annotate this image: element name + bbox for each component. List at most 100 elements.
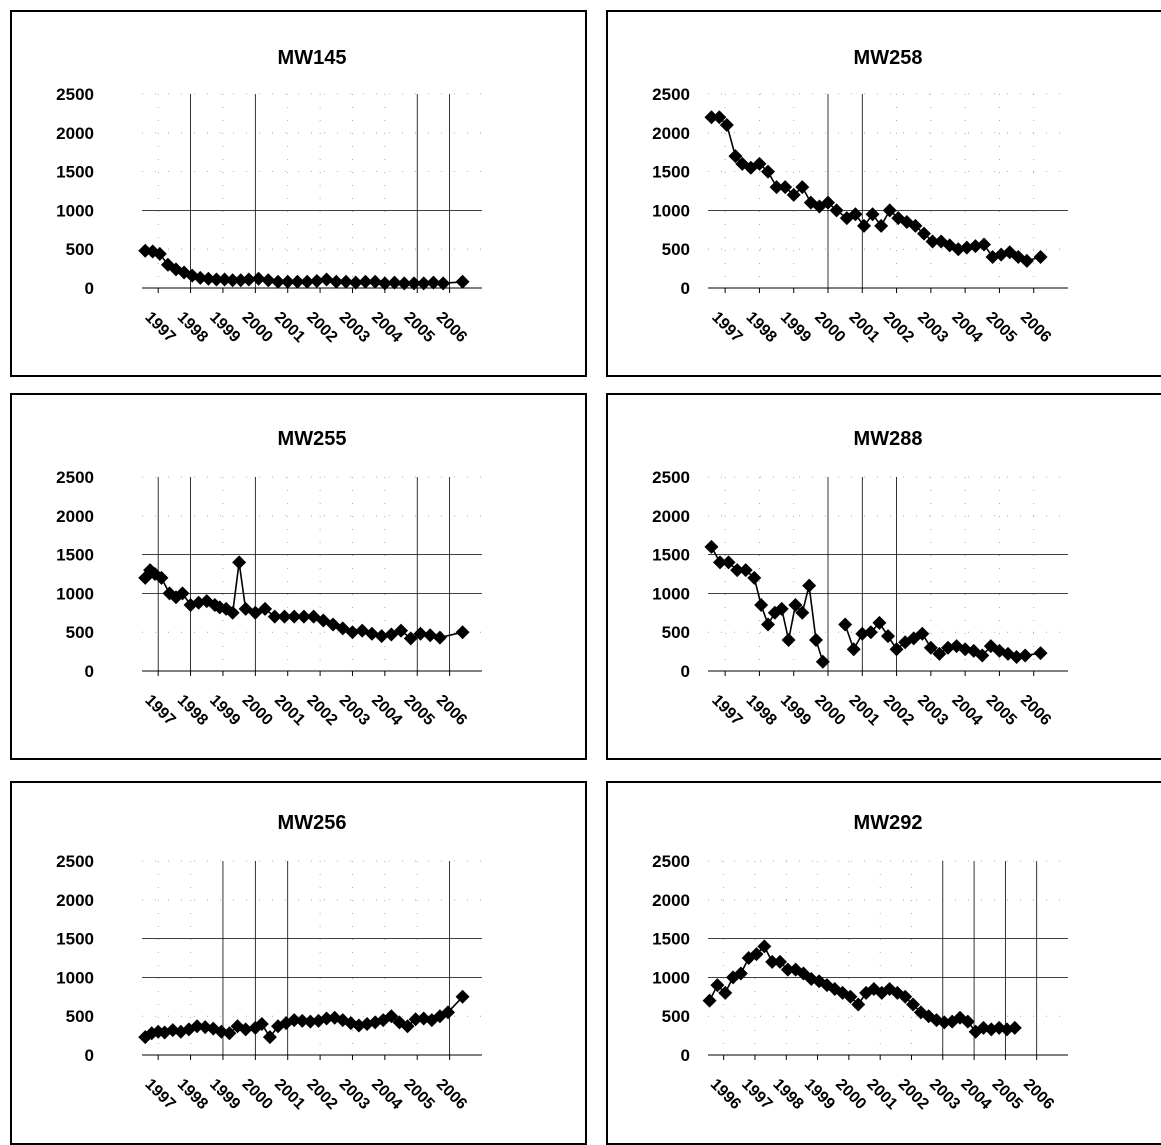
data-point: [374, 629, 389, 644]
data-point: [757, 939, 772, 954]
chart-panel-mw258: MW258 0 500 1000 1500 2000 2500 1997 1998 1999 200…: [606, 10, 1161, 377]
data-point: [839, 211, 854, 226]
data-point: [865, 207, 880, 222]
data-point: [397, 276, 412, 291]
data-point: [704, 110, 719, 125]
data-point: [368, 274, 383, 289]
data-point: [455, 625, 470, 640]
data-point: [769, 180, 784, 195]
data-point: [1007, 1020, 1022, 1035]
x-tick-label: 2000: [239, 692, 276, 729]
data-point: [863, 625, 878, 640]
data-point: [881, 629, 895, 644]
x-tick-label: 1998: [769, 1076, 806, 1113]
y-tick-label: 500: [66, 623, 94, 642]
x-tick-label: 2004: [368, 692, 405, 729]
data-point: [921, 1009, 936, 1024]
data-point: [773, 954, 787, 969]
chart-panel-mw255: MW255 0 500 1000 1500 2000 2500 1997 1998 1999 200…: [10, 393, 587, 760]
data-point: [866, 982, 881, 997]
x-tick-label: 2001: [271, 309, 308, 346]
data-point: [181, 1022, 196, 1037]
y-tick-label: 0: [681, 279, 690, 298]
data-point: [232, 555, 247, 570]
y-tick-label: 2000: [56, 507, 94, 526]
data-point: [287, 1013, 302, 1028]
x-tick-label: 2006: [1020, 1076, 1057, 1113]
x-tick-label: 2005: [983, 309, 1020, 346]
data-point: [416, 276, 431, 291]
y-tick-label: 2500: [56, 85, 94, 104]
data-point: [761, 617, 775, 632]
data-point: [846, 642, 861, 657]
x-tick-label: 1999: [206, 309, 243, 346]
data-point: [1009, 650, 1024, 665]
data-point: [152, 246, 167, 261]
y-tick-label: 2000: [652, 891, 690, 910]
x-tick-label: 2001: [271, 1076, 308, 1113]
data-point: [290, 274, 305, 289]
data-point: [843, 989, 858, 1004]
data-point: [780, 962, 795, 977]
data-point: [747, 570, 762, 585]
data-point: [413, 626, 428, 641]
data-point: [889, 642, 904, 657]
data-point: [774, 601, 789, 616]
chart-title: MW292: [854, 812, 923, 834]
x-tick-label: 1997: [141, 1076, 178, 1113]
data-point: [838, 617, 853, 632]
data-point: [778, 180, 793, 195]
data-point: [348, 275, 363, 290]
data-point: [258, 601, 273, 616]
x-tick-label: 2005: [400, 309, 437, 346]
data-point: [1019, 253, 1034, 268]
data-point: [387, 275, 402, 290]
x-tick-label: 1999: [777, 309, 814, 346]
data-point: [345, 625, 360, 640]
data-point: [795, 180, 810, 195]
data-point: [1033, 249, 1048, 264]
y-tick-label: 1500: [652, 163, 690, 182]
x-tick-label: 2000: [811, 692, 848, 729]
data-point: [728, 149, 743, 164]
data-point: [721, 555, 736, 570]
y-tick-label: 0: [85, 662, 94, 681]
data-point: [355, 623, 370, 638]
data-point: [738, 563, 753, 578]
x-tick-label: 2006: [1017, 692, 1054, 729]
data-point: [781, 632, 796, 647]
x-tick-label: 2003: [336, 692, 373, 729]
data-point: [743, 160, 758, 175]
data-point: [713, 555, 727, 570]
y-tick-label: 1500: [56, 546, 94, 565]
data-point: [915, 626, 930, 641]
data-point: [209, 272, 224, 287]
series-line: [711, 116, 1041, 262]
data-point: [303, 1014, 318, 1029]
data-point: [248, 1020, 263, 1035]
data-point: [1033, 646, 1048, 661]
x-tick-label: 2002: [880, 692, 917, 729]
data-point: [241, 272, 256, 287]
data-point: [917, 226, 931, 241]
data-point: [138, 243, 153, 258]
data-point: [812, 199, 827, 214]
chart-panel-mw145: MW145 0 500 1000 1500 2000 2500 1997 1998 1999 200…: [10, 10, 587, 377]
data-point: [937, 1015, 952, 1030]
x-tick-label: 2003: [914, 309, 951, 346]
data-point: [287, 609, 302, 624]
data-point: [157, 1025, 172, 1040]
x-tick-label: 1999: [801, 1076, 838, 1113]
data-point: [254, 1016, 269, 1031]
data-point: [277, 609, 292, 624]
data-point: [788, 598, 803, 613]
data-point: [295, 1013, 310, 1028]
y-tick-label: 2000: [56, 891, 94, 910]
data-point: [795, 605, 810, 620]
data-point: [765, 954, 780, 969]
x-tick-label: 2003: [914, 692, 951, 729]
data-point: [423, 628, 438, 643]
x-tick-label: 2003: [336, 1076, 373, 1113]
data-point: [190, 1019, 205, 1034]
y-tick-label: 500: [66, 1007, 94, 1026]
